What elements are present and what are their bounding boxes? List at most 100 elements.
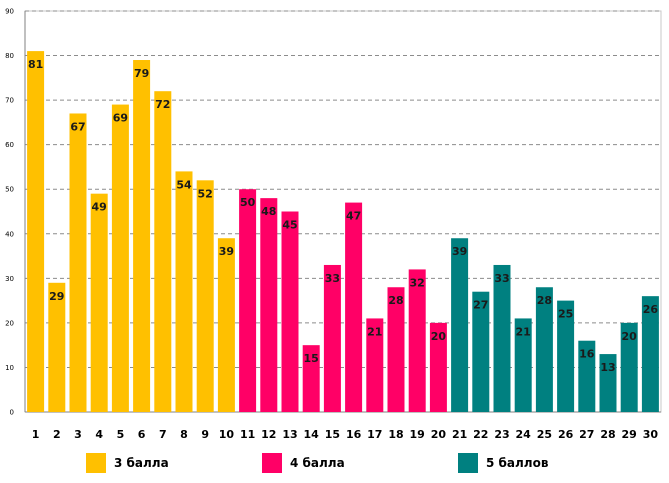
data-labels: 81 29 67 49 69 79 72 54 52 39 50 48 45 15 33 47 21 28 32 20… — [28, 58, 658, 374]
bar — [387, 287, 405, 412]
x-axis-ticks: 1 2 3 4 5 6 7 8 9 10 11 12 13 14 15 16 17 18 19 20 21 22 23 24 2… — [32, 428, 659, 441]
x-tick-label: 1 — [32, 428, 40, 441]
data-label: 29 — [49, 290, 64, 303]
x-tick-label: 2 — [53, 428, 61, 441]
y-tick-label: 90 — [5, 8, 14, 16]
x-tick-label: 21 — [452, 428, 467, 441]
bar — [90, 193, 108, 412]
data-label: 13 — [600, 361, 615, 374]
bar — [429, 322, 447, 412]
y-tick-label: 70 — [5, 97, 14, 105]
bar — [557, 300, 575, 412]
data-label: 49 — [92, 201, 107, 214]
y-tick-label: 60 — [5, 141, 14, 149]
x-tick-label: 22 — [473, 428, 488, 441]
x-tick-label: 27 — [579, 428, 594, 441]
x-tick-label: 3 — [74, 428, 82, 441]
x-tick-label: 30 — [643, 428, 659, 441]
y-tick-label: 40 — [5, 230, 14, 238]
y-tick-label: 50 — [5, 186, 14, 194]
bar — [641, 296, 659, 412]
bars — [27, 51, 659, 413]
data-label: 79 — [134, 67, 149, 80]
data-label: 28 — [388, 294, 403, 307]
bar — [217, 238, 235, 412]
x-tick-label: 14 — [304, 428, 320, 441]
bar — [154, 91, 172, 412]
bar — [260, 198, 278, 412]
y-tick-label: 30 — [5, 275, 14, 283]
bar — [175, 171, 193, 412]
data-label: 33 — [325, 272, 340, 285]
x-tick-label: 7 — [159, 428, 167, 441]
bar — [535, 287, 553, 412]
bar — [599, 354, 617, 412]
legend-swatch-4 — [262, 453, 282, 473]
bar — [48, 282, 66, 412]
bar — [239, 189, 257, 412]
data-label: 45 — [282, 219, 297, 232]
data-label: 20 — [622, 330, 638, 343]
data-label: 32 — [410, 276, 425, 289]
data-label: 39 — [452, 245, 467, 258]
bar — [27, 51, 45, 412]
legend-label-3: 3 балла — [114, 456, 169, 470]
bar — [514, 318, 532, 412]
plot-area — [24, 10, 662, 413]
x-tick-label: 18 — [388, 428, 403, 441]
x-tick-label: 4 — [95, 428, 103, 441]
data-label: 48 — [261, 205, 276, 218]
data-label: 25 — [558, 308, 573, 321]
x-tick-label: 25 — [537, 428, 552, 441]
x-tick-label: 15 — [325, 428, 340, 441]
x-tick-label: 11 — [240, 428, 255, 441]
data-label: 20 — [431, 330, 447, 343]
x-tick-label: 29 — [622, 428, 637, 441]
bar — [111, 104, 129, 413]
data-label: 47 — [346, 210, 361, 223]
data-label: 27 — [473, 299, 488, 312]
grid-lines — [25, 10, 661, 368]
x-tick-label: 10 — [219, 428, 235, 441]
bar — [620, 322, 638, 412]
x-tick-label: 8 — [180, 428, 188, 441]
x-tick-label: 28 — [600, 428, 615, 441]
x-tick-label: 12 — [261, 428, 276, 441]
data-label: 15 — [304, 352, 319, 365]
bar — [281, 211, 299, 412]
legend-item-5: 5 баллов — [458, 452, 548, 474]
bar — [302, 345, 320, 412]
y-tick-label: 10 — [5, 364, 14, 372]
bar — [451, 238, 469, 412]
bar — [196, 180, 214, 412]
y-tick-label: 80 — [5, 52, 14, 60]
x-tick-label: 23 — [494, 428, 509, 441]
bar — [323, 264, 341, 412]
x-tick-label: 26 — [558, 428, 574, 441]
data-label: 69 — [113, 112, 128, 125]
data-label: 81 — [28, 58, 43, 71]
x-tick-label: 5 — [117, 428, 125, 441]
y-tick-label: 0 — [10, 409, 14, 417]
x-tick-label: 6 — [138, 428, 146, 441]
data-label: 54 — [176, 178, 192, 191]
legend-swatch-5 — [458, 453, 478, 473]
data-label: 21 — [516, 325, 531, 338]
x-tick-label: 9 — [201, 428, 209, 441]
bar — [578, 340, 596, 412]
data-label: 33 — [494, 272, 509, 285]
data-label: 72 — [155, 98, 170, 111]
x-tick-label: 20 — [431, 428, 447, 441]
bar — [408, 269, 426, 412]
data-label: 67 — [70, 120, 85, 133]
data-label: 52 — [198, 187, 213, 200]
legend-label-5: 5 баллов — [486, 456, 549, 470]
data-label: 50 — [240, 196, 256, 209]
bar — [493, 264, 511, 412]
y-tick-label: 20 — [5, 319, 14, 327]
data-label: 26 — [643, 303, 659, 316]
bar — [133, 60, 151, 413]
x-tick-label: 17 — [367, 428, 382, 441]
bar — [69, 113, 87, 412]
y-axis-ticks: 0 10 20 30 40 50 60 70 80 90 — [5, 8, 14, 417]
